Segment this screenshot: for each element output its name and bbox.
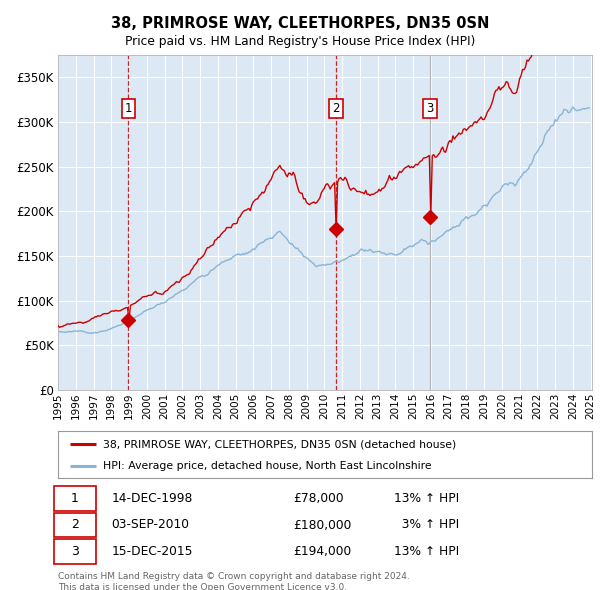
- Text: 1: 1: [125, 102, 132, 115]
- Text: 13% ↑ HPI: 13% ↑ HPI: [394, 545, 460, 558]
- Text: 1: 1: [71, 492, 79, 505]
- Text: 15-DEC-2015: 15-DEC-2015: [112, 545, 193, 558]
- Text: 3: 3: [427, 102, 434, 115]
- Text: Price paid vs. HM Land Registry's House Price Index (HPI): Price paid vs. HM Land Registry's House …: [125, 35, 475, 48]
- Text: 38, PRIMROSE WAY, CLEETHORPES, DN35 0SN: 38, PRIMROSE WAY, CLEETHORPES, DN35 0SN: [111, 16, 489, 31]
- Text: This data is licensed under the Open Government Licence v3.0.: This data is licensed under the Open Gov…: [58, 583, 347, 590]
- Text: £180,000: £180,000: [293, 519, 352, 532]
- Text: 38, PRIMROSE WAY, CLEETHORPES, DN35 0SN (detached house): 38, PRIMROSE WAY, CLEETHORPES, DN35 0SN …: [103, 439, 457, 449]
- Text: 14-DEC-1998: 14-DEC-1998: [112, 492, 193, 505]
- FancyBboxPatch shape: [54, 513, 96, 537]
- Text: 13% ↑ HPI: 13% ↑ HPI: [394, 492, 460, 505]
- Text: 3: 3: [71, 545, 79, 558]
- Text: 2: 2: [332, 102, 340, 115]
- Text: 3% ↑ HPI: 3% ↑ HPI: [394, 519, 460, 532]
- Text: Contains HM Land Registry data © Crown copyright and database right 2024.: Contains HM Land Registry data © Crown c…: [58, 572, 410, 581]
- Text: £194,000: £194,000: [293, 545, 351, 558]
- Text: HPI: Average price, detached house, North East Lincolnshire: HPI: Average price, detached house, Nort…: [103, 461, 432, 471]
- Text: £78,000: £78,000: [293, 492, 344, 505]
- FancyBboxPatch shape: [54, 539, 96, 564]
- Text: 2: 2: [71, 519, 79, 532]
- FancyBboxPatch shape: [54, 486, 96, 511]
- Text: 03-SEP-2010: 03-SEP-2010: [112, 519, 190, 532]
